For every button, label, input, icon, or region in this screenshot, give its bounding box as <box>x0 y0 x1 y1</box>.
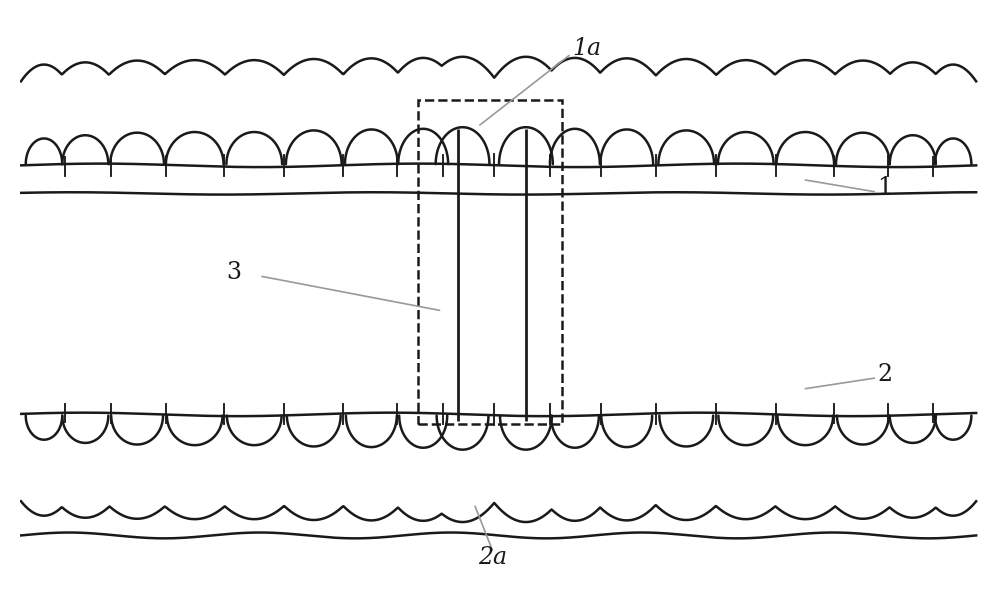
Text: 1: 1 <box>877 176 892 199</box>
Text: 1a: 1a <box>572 37 601 60</box>
Bar <box>418 100 562 424</box>
Text: 2a: 2a <box>478 546 507 569</box>
Text: 2: 2 <box>877 363 892 386</box>
Text: 3: 3 <box>226 261 241 284</box>
